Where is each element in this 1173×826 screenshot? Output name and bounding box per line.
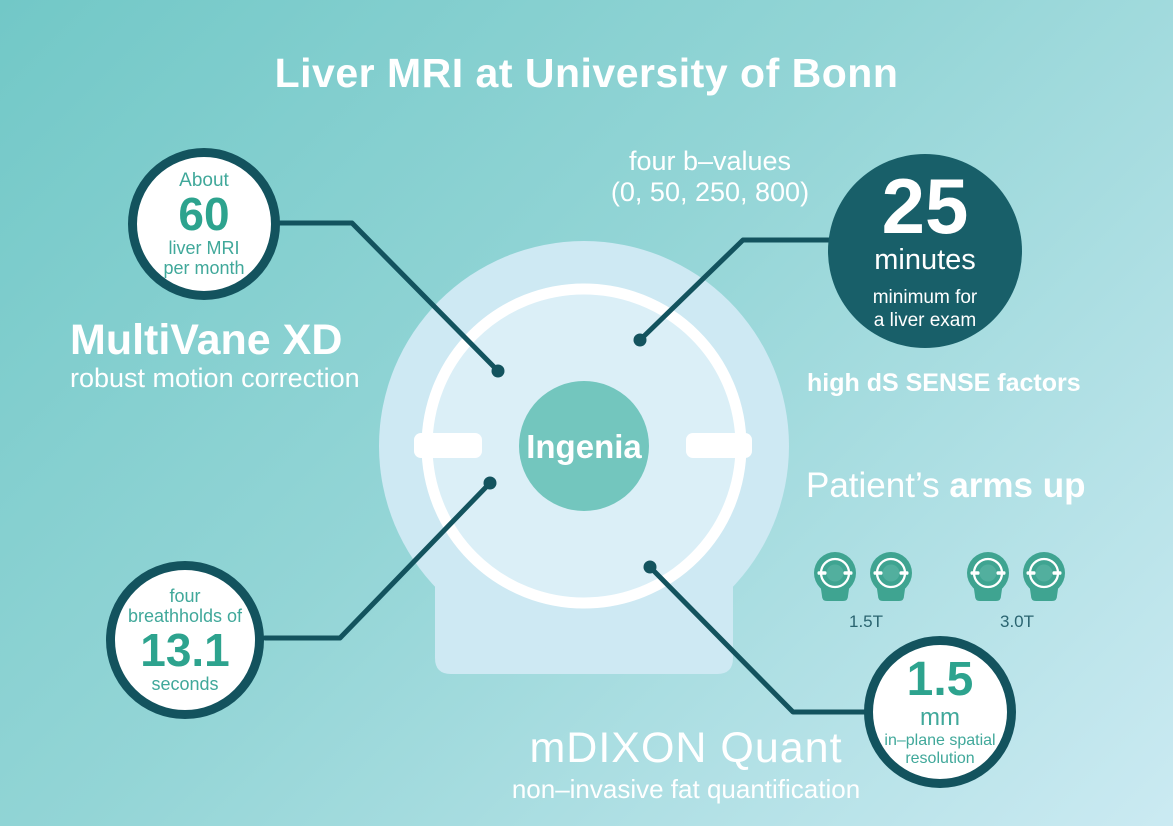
monthly-line1: liver MRI [168, 237, 240, 258]
scanner-name-label: Ingenia [526, 428, 642, 465]
monthly-prefix: About [179, 169, 229, 191]
patient-position-label: Patient’s arms up [806, 466, 1086, 506]
breathholds-line1: four [169, 586, 201, 607]
resolution-note2: resolution [905, 749, 975, 767]
connector-dot-resolution [643, 560, 657, 574]
monthly-line2: per month [163, 258, 245, 279]
connector-line-breathholds [262, 480, 493, 641]
exam-time-unit: minutes [874, 244, 976, 277]
breathholds-unit: seconds [151, 673, 219, 694]
scanner-table-marker-left [414, 433, 482, 458]
connector-dot-monthly [491, 364, 505, 378]
mdixon-subtitle: non–invasive fat quantification [511, 774, 861, 804]
stat-circle-breathholds: four breathholds of 13.1 seconds [106, 561, 264, 719]
scanner-table-marker-right [686, 433, 752, 458]
connector-line-exam-time [637, 237, 836, 343]
mri-scanner-icon [812, 550, 858, 603]
mdixon-title: mDIXON Quant [529, 724, 843, 772]
b-values-line2: (0, 50, 250, 800) [610, 177, 810, 208]
multivane-title: MultiVane XD [70, 316, 343, 364]
b-values-line1: four b–values [628, 146, 792, 176]
field-strength-label-1-5t: 1.5T [848, 612, 884, 631]
stat-circle-monthly-exams: About 60 liver MRI per month [128, 148, 280, 300]
patient-position-bold: arms up [949, 466, 1086, 505]
resolution-unit: mm [920, 704, 960, 732]
connector-line-resolution [647, 564, 869, 715]
field-strength-label-3-0t: 3.0T [999, 612, 1035, 631]
exam-time-note: minimum for a liver exam [873, 286, 978, 332]
stat-circle-resolution: 1.5 mm in–plane spatial resolution [864, 636, 1016, 788]
patient-position-prefix: Patient’s [806, 466, 950, 505]
connector-dot-exam-time [633, 333, 647, 347]
scanner-center-circle [519, 381, 649, 511]
breathholds-value: 13.1 [140, 623, 230, 676]
connector-dot-breathholds [483, 476, 497, 490]
sense-factors-label: high dS SENSE factors [807, 369, 1081, 397]
monthly-value: 60 [178, 188, 230, 241]
mri-scanner-icon [868, 550, 914, 603]
b-values-label: four b–values (0, 50, 250, 800) [555, 146, 865, 208]
resolution-value: 1.5 [906, 653, 974, 707]
page-title: Liver MRI at University of Bonn [274, 50, 899, 96]
exam-time-note1: minimum for [872, 287, 978, 309]
resolution-note1: in–plane spatial [884, 732, 996, 749]
connector-line-monthly [277, 220, 501, 374]
mri-scanner-icon [965, 550, 1011, 603]
mri-scanner-icon [1021, 550, 1067, 603]
breathholds-line2: breathholds of [127, 606, 243, 627]
exam-time-value: 25 [881, 162, 969, 251]
exam-time-note2: a liver exam [873, 310, 977, 332]
multivane-subtitle: robust motion correction [70, 363, 360, 393]
stat-circle-exam-time: 25 minutes minimum for a liver exam [828, 154, 1022, 348]
